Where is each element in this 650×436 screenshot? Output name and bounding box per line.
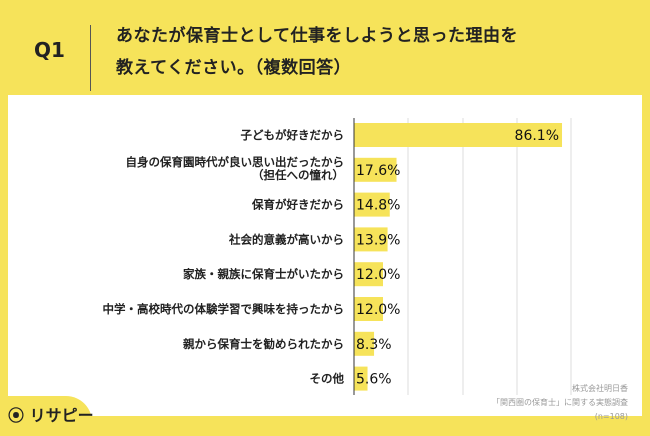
chart-panel <box>8 95 642 416</box>
bar <box>354 227 388 252</box>
pin-icon: ⦿ <box>8 406 25 425</box>
title-line-2: 教えてください。（複数回答） <box>116 58 352 78</box>
value-label: 5.6% <box>356 372 392 388</box>
sample-size: (n=108) <box>594 412 628 421</box>
bar <box>354 192 390 217</box>
bar <box>354 123 563 147</box>
value-label: 12.0% <box>356 302 400 318</box>
value-label: 13.9% <box>356 232 400 248</box>
value-label: 14.8% <box>356 198 400 214</box>
logo-tab <box>0 396 92 436</box>
bar <box>354 157 397 182</box>
value-label: 12.0% <box>356 267 400 283</box>
bar <box>354 366 368 391</box>
category-label: 保育が好きだから <box>251 198 344 212</box>
category-label: 社会的意義が高いから <box>228 232 344 246</box>
category-label: 中学・高校時代の体験学習で興味を持ったから <box>103 302 345 316</box>
bar <box>354 331 375 356</box>
logo: ⦿ リサピー <box>8 402 94 426</box>
category-label: （担任への憧れ） <box>252 168 344 182</box>
category-label: 親から保育士を勧められたから <box>183 337 344 351</box>
value-label: 8.3% <box>356 337 392 353</box>
category-label: 自身の保育園時代が良い思い出だったから <box>126 155 345 169</box>
divider <box>90 25 91 91</box>
source-note: 株式会社明日香 「関西圏の保育士」に関する実態調査 (n=108) <box>492 382 628 424</box>
source-company: 株式会社明日香 <box>572 384 628 393</box>
category-label: 家族・親族に保育士がいたから <box>183 267 344 281</box>
value-label: 86.1% <box>515 128 559 144</box>
bar <box>354 297 383 321</box>
title-line-1: あなたが保育士として仕事をしようと思った理由を <box>116 26 518 46</box>
page-title: あなたが保育士として仕事をしようと思った理由を 教えてください。（複数回答） <box>116 20 518 84</box>
bar <box>354 262 383 287</box>
category-label: 子どもが好きだから <box>241 128 345 142</box>
question-number: Q1 <box>34 38 65 62</box>
category-label: その他 <box>310 372 345 386</box>
logo-text: リサピー <box>29 406 94 425</box>
value-label: 17.6% <box>356 163 400 179</box>
source-survey: 「関西圏の保育士」に関する実態調査 <box>492 398 628 407</box>
